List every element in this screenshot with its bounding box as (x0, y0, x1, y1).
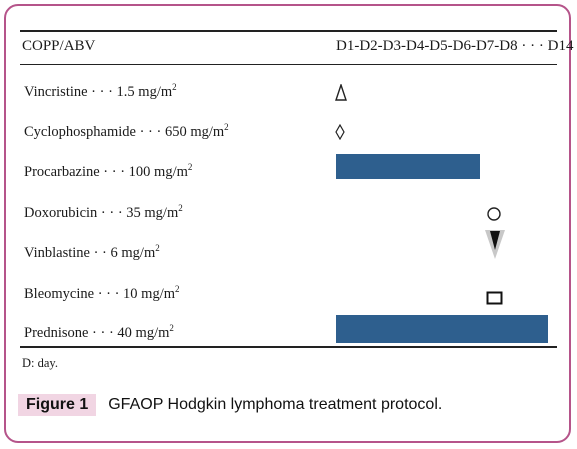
figure-frame (4, 4, 571, 443)
regimen-header: COPP/ABV (22, 38, 96, 54)
unit-superscript: 2 (155, 243, 160, 253)
drug-row-cyclophosphamide: Cyclophosphamide · · · 650 mg/m2 (24, 122, 229, 144)
unit-superscript: 2 (187, 162, 193, 172)
drug-label: Vinblastine · · 6 mg/m (24, 244, 156, 261)
unit-superscript: 2 (169, 323, 174, 333)
caption-text: GFAOP Hodgkin lymphoma treatment protoco… (108, 396, 443, 413)
drug-label: Vincristine · · · 1.5 mg/m (24, 83, 173, 100)
drug-row-vincristine: Vincristine · · · 1.5 mg/m2 (24, 82, 177, 104)
drug-row-prednisone: Prednisone · · · 40 mg/m2 (24, 323, 174, 345)
footnote: D: day. (22, 356, 58, 370)
figure-label: Figure 1 (18, 394, 97, 416)
header-rule (20, 64, 557, 65)
diamond-outline-icon (335, 124, 345, 140)
drug-label: Doxorubicin · · · 35 mg/m (24, 204, 179, 221)
unit-superscript: 2 (172, 82, 177, 92)
unit-superscript: 2 (178, 203, 183, 213)
drug-row-procarbazine: Procarbazine · · · 100 mg/m2 (24, 162, 192, 184)
drug-row-vinblastine: Vinblastine · · 6 mg/m2 (24, 243, 160, 265)
drug-label: Cyclophosphamide · · · 650 mg/m (24, 123, 225, 140)
triangle-outline-icon (335, 84, 347, 101)
table-top-rule (20, 30, 557, 32)
days-header: D1-D2-D3-D4-D5-D6-D7-D8 · · · D14 (336, 38, 574, 54)
drug-label: Bleomycine · · · 10 mg/m (24, 285, 176, 302)
square-outline-icon (486, 291, 503, 305)
drug-row-doxorubicin: Doxorubicin · · · 35 mg/m2 (24, 203, 183, 225)
table-bottom-rule (20, 346, 557, 348)
unit-superscript: 2 (224, 122, 229, 132)
procarbazine-bar (336, 154, 480, 179)
triangle-down-icon (485, 230, 505, 259)
drug-label: Procarbazine · · · 100 mg/m (24, 163, 188, 180)
unit-superscript: 2 (175, 284, 180, 294)
drug-label: Prednisone · · · 40 mg/m (24, 324, 170, 341)
drug-row-bleomycine: Bleomycine · · · 10 mg/m2 (24, 284, 180, 306)
prednisone-bar (336, 315, 548, 343)
circle-outline-icon (487, 207, 501, 221)
figure-caption: Figure 1 GFAOP Hodgkin lymphoma treatmen… (18, 394, 442, 416)
